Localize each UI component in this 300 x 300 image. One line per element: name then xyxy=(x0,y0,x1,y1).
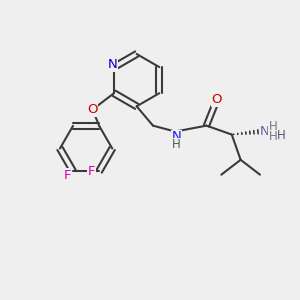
Text: O: O xyxy=(212,93,222,106)
Text: N: N xyxy=(108,58,117,71)
Text: F: F xyxy=(88,165,95,178)
Text: H: H xyxy=(277,129,286,142)
Text: N: N xyxy=(260,125,269,138)
Text: O: O xyxy=(87,103,98,116)
Text: H: H xyxy=(172,138,181,152)
Text: N: N xyxy=(172,130,182,143)
Text: F: F xyxy=(64,169,71,182)
Text: H: H xyxy=(269,130,278,143)
Text: NH: NH xyxy=(261,123,278,136)
Text: H: H xyxy=(269,120,278,133)
